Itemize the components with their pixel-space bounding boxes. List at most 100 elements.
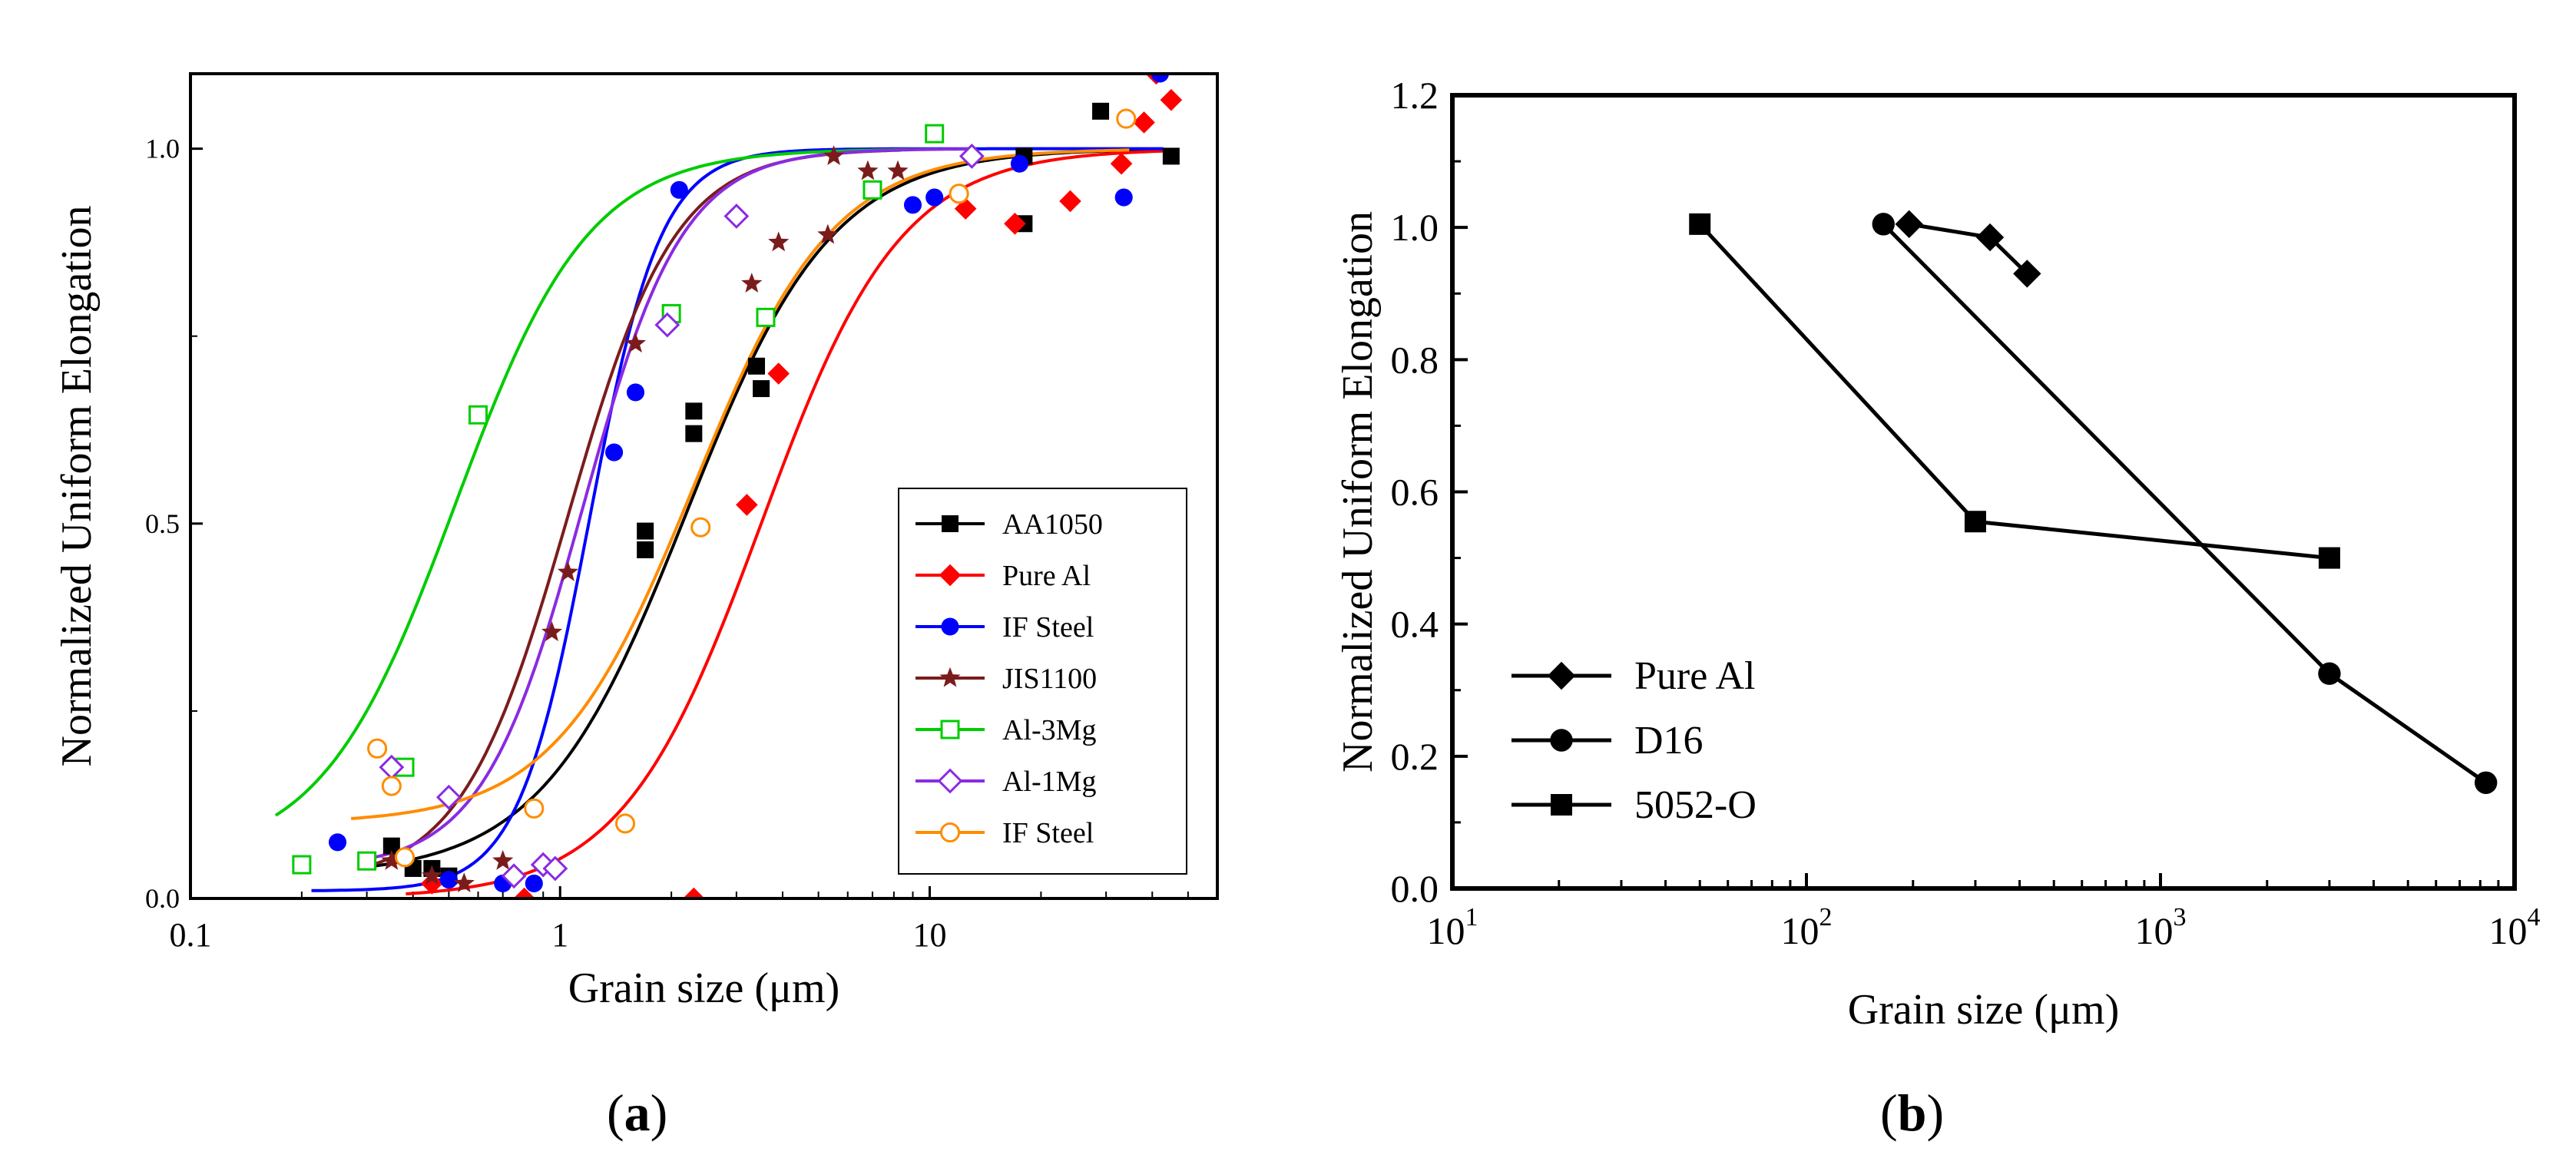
point-a-s4-7 — [925, 124, 945, 144]
legend-marker-a-1 — [939, 564, 962, 587]
point-a-s3-5 — [557, 561, 579, 581]
legend-label-b-0: Pure Al — [1634, 654, 1755, 698]
point-a-s3-1 — [421, 865, 442, 885]
point-b-s1-2 — [2474, 771, 2498, 794]
point-a-s5-7 — [959, 143, 985, 169]
y-tick-label-a-2: 1.0 — [145, 134, 180, 164]
point-a-s1-2 — [683, 887, 705, 898]
point-a-s4-6 — [863, 180, 882, 200]
point-a-s2-8 — [925, 188, 944, 207]
point-a-s2-5 — [626, 383, 645, 402]
legend-marker-b-1 — [1550, 729, 1573, 752]
point-a-s3-4 — [541, 621, 563, 641]
point-b-s2-1 — [1964, 511, 1986, 533]
point-a-s3-6 — [624, 333, 647, 353]
caption-b-letter: b — [1897, 1084, 1927, 1142]
point-b-s2-0 — [1689, 213, 1711, 235]
point-a-s2-1 — [439, 871, 458, 889]
point-a-s3-9 — [817, 223, 839, 244]
legend-label-a-3: JIS1100 — [1002, 663, 1097, 695]
legend-label-b-2: 5052-O — [1634, 783, 1757, 827]
point-b-s0-2 — [2013, 260, 2041, 288]
caption-a-letter: a — [624, 1084, 651, 1142]
point-a-s1-0 — [421, 872, 443, 895]
point-a-s6-0 — [367, 738, 388, 759]
fit-curve-5 — [365, 147, 975, 861]
point-a-s3-10 — [823, 145, 845, 165]
point-a-s6-2 — [394, 847, 416, 868]
x-tick-label-b-0: 101 — [1427, 903, 1478, 952]
x-tick-label-b-1: 102 — [1781, 903, 1833, 952]
point-a-s6-3 — [524, 798, 545, 819]
point-a-s1-9 — [1133, 111, 1155, 134]
legend-label-a-2: IF Steel — [1002, 611, 1094, 644]
chart-a: 0.1 1 10 0.0 0.5 1.0 Grain size (μm) Normalized… — [53, 72, 1219, 1012]
point-a-s2-11 — [1151, 74, 1169, 83]
y-tick-label-b-6: 1.2 — [1391, 74, 1439, 117]
point-a-s4-1 — [357, 851, 377, 871]
point-a-s3-0 — [381, 849, 402, 870]
y-tick-label-b-1: 0.2 — [1391, 735, 1439, 778]
y-axis-label-b: Normalized Uniform Elongation — [1334, 211, 1382, 773]
point-a-s1-6 — [1004, 212, 1026, 235]
point-a-s0-5 — [637, 541, 654, 558]
point-a-s4-3 — [468, 405, 488, 425]
point-a-s6-1 — [381, 776, 402, 796]
point-a-s1-3 — [736, 494, 758, 516]
x-axis-label-a: Grain size (μm) — [568, 965, 839, 1012]
legend-label-a-6: IF Steel — [1002, 817, 1094, 849]
point-a-s2-9 — [1010, 154, 1029, 173]
point-a-s2-6 — [670, 180, 688, 199]
point-a-s5-4 — [542, 855, 568, 882]
point-a-s3-7 — [741, 273, 763, 293]
series-group-b — [1689, 210, 2498, 794]
fit-curve-6 — [350, 148, 1130, 820]
point-a-s4-0 — [292, 855, 312, 875]
legend-b: Pure Al D16 5052-O — [1511, 654, 1757, 827]
caption-b: (b) — [1880, 1084, 1945, 1142]
x-tick-label-b-2: 103 — [2135, 903, 2187, 952]
point-a-s0-6 — [685, 425, 703, 442]
point-a-s1-8 — [1110, 152, 1133, 175]
y-tick-label-b-2: 0.4 — [1391, 603, 1439, 646]
point-a-s5-5 — [654, 312, 680, 338]
legend-label-b-1: D16 — [1634, 719, 1704, 763]
point-a-s4-5 — [756, 307, 776, 327]
y-tick-label-b-3: 0.6 — [1391, 471, 1439, 514]
x-tick-label-b-3: 104 — [2489, 903, 2541, 952]
point-a-s2-4 — [605, 443, 624, 462]
point-a-s1-11 — [1160, 88, 1183, 111]
point-a-s5-6 — [723, 203, 750, 229]
x-tick-label-a-2: 10 — [913, 916, 947, 954]
legend-a: AA1050 Pure Al IF Steel JIS1100 Al-3Mg Al-1Mg… — [898, 488, 1187, 875]
legend-marker-a-6 — [939, 822, 961, 843]
legend-marker-a-4 — [940, 720, 960, 740]
legend-marker-b-0 — [1547, 661, 1576, 690]
y-tick-label-b-5: 1.0 — [1391, 206, 1439, 249]
y-tick-label-a-1: 0.5 — [145, 508, 180, 539]
fit-curve-3 — [365, 148, 902, 869]
point-a-s6-6 — [949, 184, 969, 204]
point-a-s0-8 — [748, 357, 766, 375]
legend-label-a-4: Al-3Mg — [1002, 714, 1096, 746]
fit-curve-4 — [274, 147, 938, 817]
plot-frame-a — [189, 72, 1219, 900]
point-a-s0-13 — [1162, 147, 1180, 165]
point-b-s2-2 — [2318, 547, 2340, 569]
series-line-b-1 — [1882, 223, 2488, 785]
fit-curve-1 — [406, 149, 1175, 895]
point-b-s0-0 — [1895, 210, 1923, 239]
point-a-s5-2 — [501, 863, 527, 889]
point-a-s0-12 — [1092, 102, 1110, 120]
chart-b: 101 102 103 104 0.0 0.2 0.4 0.6 0.8 1.0 1.2 Grain s… — [1334, 74, 2541, 1034]
legend-marker-a-2 — [941, 617, 959, 636]
point-a-s1-1 — [513, 887, 535, 898]
point-a-s1-4 — [767, 362, 790, 385]
point-a-s3-3 — [492, 849, 514, 870]
point-a-s3-8 — [768, 231, 790, 252]
point-a-s3-11 — [857, 160, 879, 180]
legend-marker-a-3 — [939, 667, 961, 687]
y-tick-label-a-0: 0.0 — [145, 883, 180, 914]
point-a-s6-7 — [1116, 108, 1137, 129]
